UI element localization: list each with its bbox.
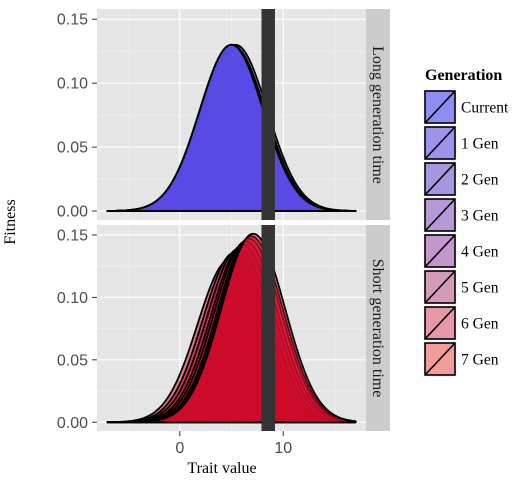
legend-swatch-diagonal [424, 270, 456, 304]
legend-swatch-diagonal [424, 162, 456, 196]
legend-label: 3 Gen [461, 208, 499, 225]
y-tick-label: 0.10 [57, 290, 88, 307]
y-axis-title: Fitness [2, 199, 19, 244]
legend-swatch-diagonal [424, 198, 456, 232]
y-tick-label: 0.05 [57, 140, 88, 157]
panel-short-generation: Short generation time [97, 225, 390, 431]
legend-label: 2 Gen [461, 172, 499, 189]
legend-entry: Current [422, 88, 509, 126]
legend-swatch-diagonal [424, 90, 456, 124]
legend-swatch-diagonal [424, 342, 456, 376]
legend: Generation Current 1 Gen 2 Gen 3 Gen 4 Gen 5 … [422, 67, 509, 378]
legend-label: 4 Gen [461, 244, 499, 261]
strip-short-background [366, 225, 390, 431]
panel-long-density-areas [106, 43, 357, 212]
legend-label: 5 Gen [461, 280, 499, 297]
y-tick-label: 0.15 [57, 12, 88, 29]
x-tick-label: 0 [175, 440, 184, 457]
y-tick-label: 0.00 [57, 415, 88, 432]
legend-label: Current [461, 100, 509, 117]
legend-entry: 6 Gen [422, 304, 499, 342]
legend-entry: 5 Gen [422, 268, 499, 306]
optimum-band-short [261, 225, 275, 431]
legend-title: Generation [425, 67, 502, 84]
panel-long-y-axis: 0.00 0.05 0.10 0.15 [57, 12, 97, 221]
legend-entries: Current 1 Gen 2 Gen 3 Gen 4 Gen 5 Gen 6 Gen 7 G… [422, 88, 509, 378]
legend-entry: 2 Gen [422, 160, 499, 198]
panel-long-generation: Long generation time [97, 9, 390, 220]
density-area-7-gen [106, 232, 357, 424]
panel-short-density-areas [106, 232, 357, 424]
legend-entry: 1 Gen [422, 124, 499, 162]
optimum-band-long [261, 9, 275, 220]
panel-short-y-axis: 0.00 0.05 0.10 0.15 [57, 227, 97, 432]
legend-label: 7 Gen [461, 352, 499, 369]
legend-entry: 7 Gen [422, 340, 499, 378]
legend-entry: 3 Gen [422, 196, 499, 234]
y-tick-label: 0.00 [57, 204, 88, 221]
x-axis: 0 10 [175, 431, 292, 457]
legend-label: 1 Gen [461, 136, 499, 153]
density-area-7-gen [106, 43, 357, 212]
x-tick-label: 10 [274, 440, 292, 457]
y-tick-label: 0.05 [57, 352, 88, 369]
x-axis-title: Trait value [187, 460, 256, 477]
legend-entry: 4 Gen [422, 232, 499, 270]
legend-swatch-diagonal [424, 126, 456, 160]
legend-label: 6 Gen [461, 316, 499, 333]
strip-long-label: Long generation time [369, 46, 386, 184]
y-tick-label: 0.15 [57, 227, 88, 244]
legend-swatch-diagonal [424, 306, 456, 340]
strip-long-background [366, 9, 390, 220]
strip-short-label: Short generation time [369, 259, 386, 398]
y-tick-label: 0.10 [57, 76, 88, 93]
legend-swatch-diagonal [424, 234, 456, 268]
